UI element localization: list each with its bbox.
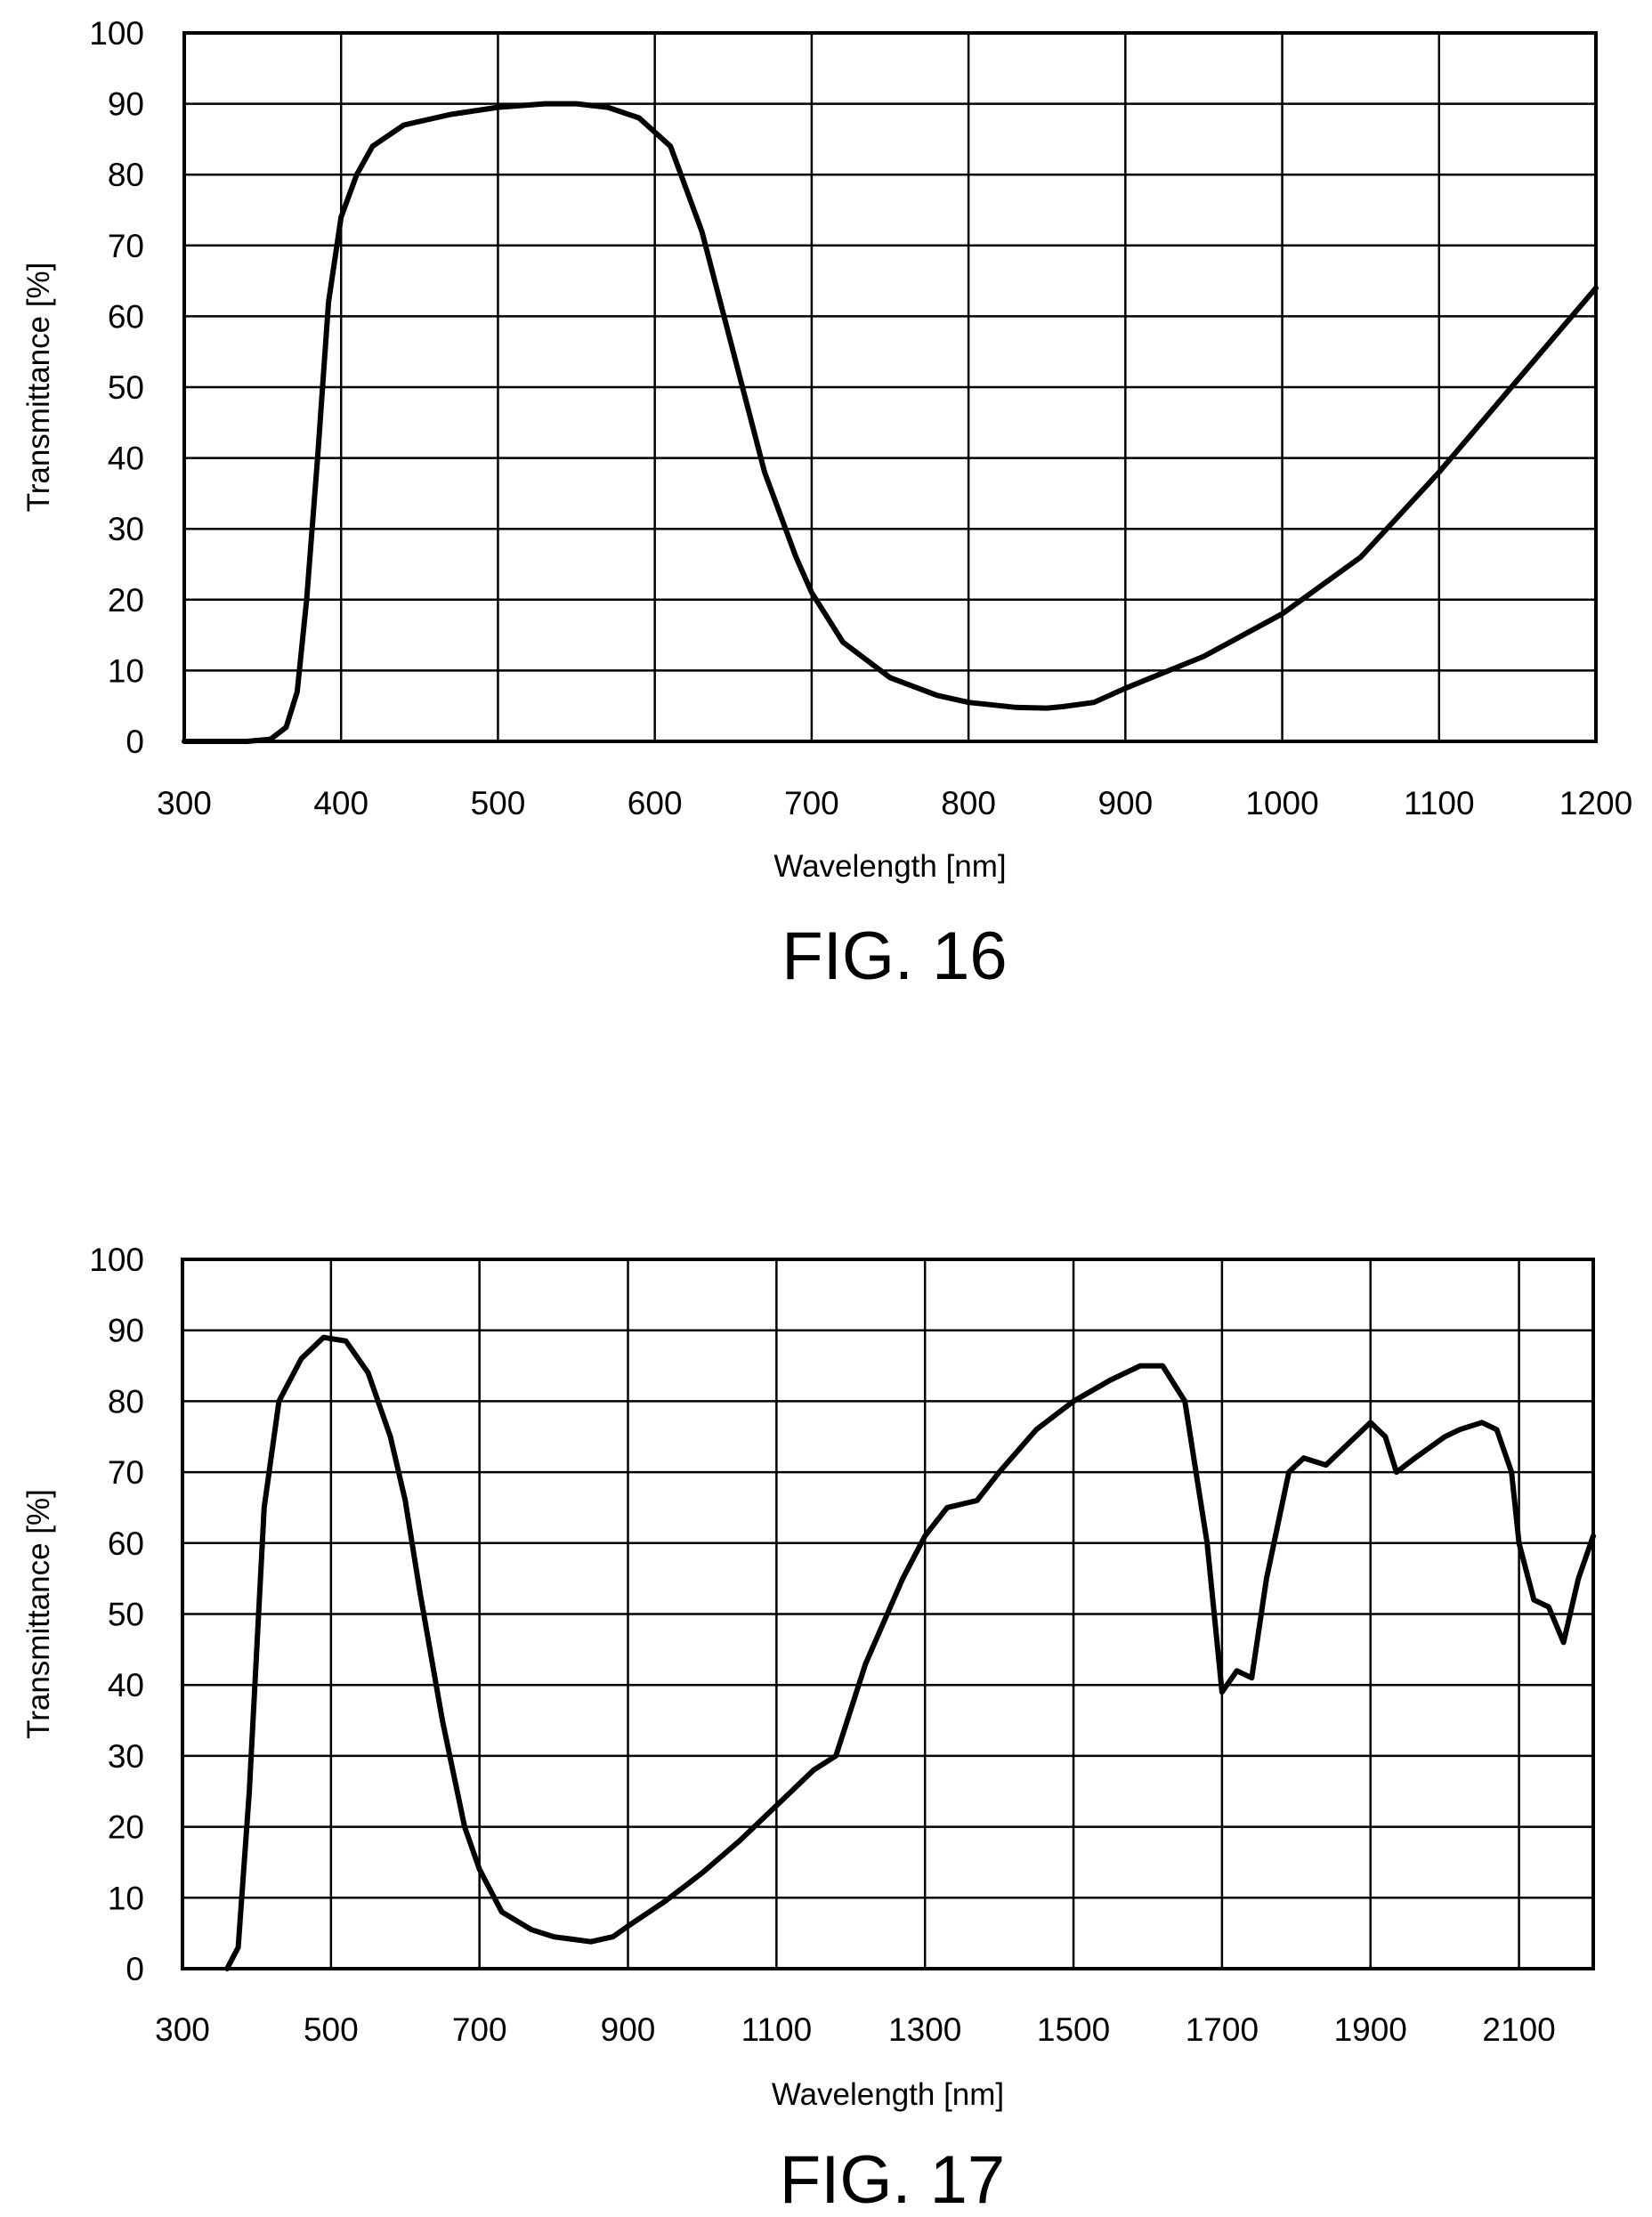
y-tick-label: 70 — [108, 1454, 144, 1491]
figure-caption: FIG. 16 — [781, 918, 1007, 994]
x-tick-label: 400 — [313, 785, 368, 821]
x-tick-label: 700 — [452, 2011, 507, 2048]
y-tick-label: 20 — [108, 582, 144, 619]
x-tick-label: 900 — [601, 2011, 656, 2048]
y-tick-label: 90 — [108, 86, 144, 123]
y-tick-label: 40 — [108, 441, 144, 477]
plot-frame — [181, 1258, 1595, 1970]
y-tick-label: 10 — [108, 652, 144, 689]
y-tick-label: 70 — [108, 228, 144, 264]
x-tick-label: 1000 — [1245, 785, 1318, 821]
gridlines — [184, 33, 1596, 741]
y-tick-label: 20 — [108, 1809, 144, 1846]
y-tick-label: 40 — [108, 1667, 144, 1703]
y-tick-label: 80 — [108, 157, 144, 193]
x-tick-label: 1100 — [741, 2011, 813, 2048]
y-tick-label: 50 — [108, 369, 144, 406]
y-tick-label: 100 — [89, 1242, 144, 1278]
y-tick-label: 0 — [126, 724, 144, 760]
figure-caption: FIG. 17 — [780, 2142, 1005, 2217]
gridlines — [182, 1259, 1593, 1969]
x-tick-label: 900 — [1097, 785, 1153, 821]
y-axis-title: Transmittance [%] — [21, 263, 56, 513]
y-axis-title: Transmittance [%] — [21, 1489, 56, 1739]
y-tick-label: 100 — [89, 15, 144, 52]
y-tick-label: 60 — [108, 1525, 144, 1562]
transmittance-curve — [182, 101, 1599, 744]
x-tick-label: 1200 — [1559, 785, 1632, 821]
x-axis-title: Wavelength [nm] — [773, 849, 1006, 884]
y-tick-label: 80 — [108, 1383, 144, 1420]
y-tick-label: 30 — [108, 511, 144, 547]
x-tick-label: 1100 — [1404, 785, 1475, 821]
x-tick-label: 800 — [941, 785, 996, 821]
x-tick-label: 500 — [304, 2011, 359, 2048]
x-tick-label: 500 — [471, 785, 526, 821]
y-tick-label: 30 — [108, 1738, 144, 1775]
chart-fig-16: 300 400 500 600 700 800 900 1000 1100 1200 0 10 20 30… — [21, 15, 1632, 994]
x-tick-label: 1900 — [1334, 2011, 1407, 2048]
x-tick-label: 300 — [157, 785, 212, 821]
x-tick-label: 2100 — [1482, 2011, 1555, 2048]
x-tick-label: 700 — [784, 785, 839, 821]
y-tick-label: 60 — [108, 298, 144, 335]
x-tick-label: 600 — [628, 785, 683, 821]
x-tick-label: 1300 — [888, 2011, 961, 2048]
x-tick-label: 1700 — [1186, 2011, 1259, 2048]
chart-fig-17: 300 500 700 900 1100 1300 1500 1700 1900 2100 0 10 2… — [21, 1242, 1596, 2217]
y-tick-label: 50 — [108, 1597, 144, 1633]
x-tick-label: 300 — [155, 2011, 210, 2048]
y-tick-label: 90 — [108, 1313, 144, 1349]
x-tick-label: 1500 — [1037, 2011, 1110, 2048]
x-axis-title: Wavelength [nm] — [772, 2077, 1004, 2112]
y-tick-label: 10 — [108, 1880, 144, 1916]
transmittance-curve — [224, 1334, 1596, 1971]
y-tick-label: 0 — [126, 1951, 144, 1987]
plot-frame — [182, 31, 1598, 743]
